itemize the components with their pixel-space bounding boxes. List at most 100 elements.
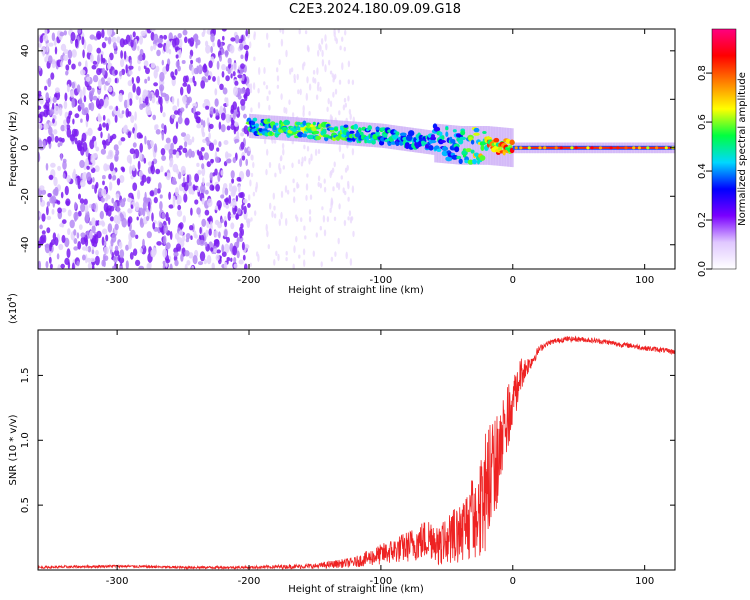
noise-streak <box>302 105 305 113</box>
noise-blob <box>188 252 194 259</box>
noise-blob <box>82 254 86 261</box>
signal-blob <box>467 159 474 165</box>
noise-streak <box>323 178 326 184</box>
noise-streak <box>294 214 298 219</box>
noise-streak <box>279 167 282 175</box>
noise-blob <box>196 65 199 75</box>
noise-blob <box>224 229 228 237</box>
noise-blob <box>221 251 227 257</box>
noise-blob <box>214 205 219 211</box>
noise-blob <box>161 131 165 141</box>
noise-blob <box>44 101 50 110</box>
noise-blob <box>119 212 123 219</box>
noise-blob <box>96 47 101 54</box>
noise-blob <box>236 130 240 139</box>
noise-blob <box>200 147 205 152</box>
noise-blob <box>238 259 244 265</box>
noise-blob <box>168 191 172 200</box>
noise-blob <box>47 193 52 198</box>
noise-blob <box>172 197 176 208</box>
noise-blob <box>237 106 240 113</box>
noise-streak <box>303 144 306 150</box>
noise-blob <box>73 246 79 251</box>
noise-blob <box>233 86 238 96</box>
noise-streak <box>273 139 277 144</box>
noise-blob <box>130 115 135 123</box>
noise-blob <box>119 249 125 259</box>
noise-blob <box>103 240 107 247</box>
noise-streak <box>285 49 288 58</box>
noise-streak <box>324 34 327 42</box>
noise-blob <box>137 45 140 51</box>
noise-blob <box>129 148 136 155</box>
noise-blob <box>197 64 203 75</box>
noise-streak <box>249 41 252 49</box>
noise-streak <box>282 165 285 170</box>
noise-streak <box>266 230 269 238</box>
noise-blob <box>200 119 204 126</box>
noise-blob <box>102 114 106 121</box>
noise-blob <box>138 65 141 72</box>
signal-blob <box>252 117 258 122</box>
y-tick-label: -20 <box>20 188 31 204</box>
noise-blob <box>127 131 132 139</box>
x-tick-label: -100 <box>370 576 393 587</box>
noise-blob <box>73 229 77 236</box>
noise-blob <box>137 189 141 200</box>
noise-blob <box>78 224 83 231</box>
noise-blob <box>215 156 220 163</box>
noise-blob <box>86 85 92 91</box>
noise-blob <box>236 239 240 248</box>
noise-blob <box>201 163 205 170</box>
signal-blob <box>441 135 445 141</box>
noise-blob <box>141 174 147 183</box>
signal-blob <box>269 131 273 136</box>
noise-blob <box>150 62 156 69</box>
noise-blob <box>186 97 191 106</box>
noise-blob <box>53 176 58 187</box>
noise-blob <box>218 121 222 130</box>
noise-blob <box>143 90 149 96</box>
noise-blob <box>90 154 96 164</box>
noise-streak <box>319 225 322 231</box>
noise-blob <box>38 105 42 110</box>
snr-marks <box>38 335 675 570</box>
noise-blob <box>193 230 197 239</box>
noise-blob <box>87 152 91 163</box>
noise-blob <box>210 46 214 54</box>
noise-blob <box>201 166 206 177</box>
noise-blob <box>144 191 147 202</box>
noise-blob <box>161 59 164 66</box>
signal-halo <box>464 126 467 165</box>
noise-blob <box>152 222 156 230</box>
noise-blob <box>138 151 143 161</box>
noise-streak <box>329 70 333 75</box>
noise-blob <box>63 54 69 62</box>
noise-blob <box>220 170 224 176</box>
signal-halo <box>353 121 356 146</box>
noise-blob <box>111 169 116 176</box>
noise-blob <box>91 265 95 269</box>
noise-blob <box>214 88 218 96</box>
noise-blob <box>202 177 205 186</box>
signal-tail-dot <box>609 146 613 150</box>
noise-blob <box>169 157 174 166</box>
noise-blob <box>224 187 229 196</box>
noise-streak <box>306 76 309 84</box>
noise-blob <box>146 207 149 215</box>
noise-streak <box>293 73 296 80</box>
noise-blob <box>178 145 183 150</box>
noise-blob <box>98 98 104 107</box>
noise-streak <box>276 84 280 89</box>
noise-blob <box>120 58 125 68</box>
signal-halo <box>386 124 389 149</box>
noise-streak <box>329 100 333 108</box>
noise-blob <box>105 164 111 171</box>
signal-tail-core <box>519 146 675 149</box>
signal-blob <box>395 131 400 136</box>
signal-blob <box>328 127 336 131</box>
noise-blob <box>197 261 204 266</box>
noise-blob <box>94 165 100 173</box>
noise-blob <box>101 57 106 64</box>
signal-halo <box>261 114 264 139</box>
